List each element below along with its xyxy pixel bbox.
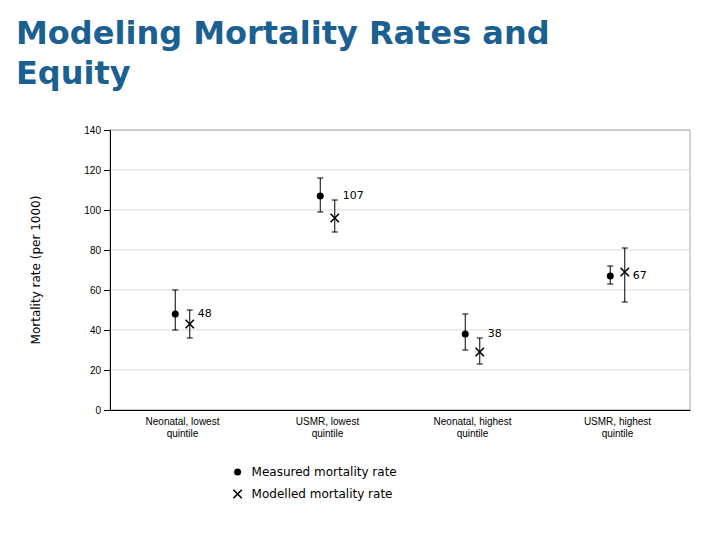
y-axis-line (104, 131, 111, 411)
y-tick: 60 (90, 285, 110, 296)
point (172, 311, 179, 318)
legend-item: Modelled mortality rate (233, 487, 392, 501)
point (331, 214, 339, 222)
y-tick-label: 40 (90, 325, 102, 336)
y-tick-mark (104, 250, 110, 251)
title: Modeling Mortality Rates andEquity (16, 14, 550, 92)
grid-line (110, 330, 690, 331)
x-tick: Neonatal, lowestquintile (146, 416, 220, 439)
y-tick: 120 (84, 165, 110, 176)
data-label: 48 (198, 307, 212, 320)
y-tick-label: 120 (84, 165, 101, 176)
y-tick-mark (104, 130, 110, 131)
x-tick-label: Neonatal, lowestquintile (146, 416, 220, 439)
x-tick: Neonatal, highestquintile (434, 416, 512, 439)
point (186, 320, 194, 328)
grid-line (110, 170, 690, 171)
legend-symbol (234, 469, 241, 476)
grid (110, 130, 690, 410)
y-tick: 100 (84, 205, 110, 216)
grid-line (110, 210, 690, 211)
point (317, 193, 324, 200)
error-bar (462, 314, 468, 350)
chart: Modeling Mortality Rates andEquity 0 20 40 6… (0, 0, 720, 540)
y-tick-mark (104, 290, 110, 291)
y-tick-mark (104, 410, 110, 411)
legend-symbol (233, 490, 241, 498)
y-tick: 20 (90, 365, 110, 376)
y-axis-title: Mortality rate (per 1000) (29, 196, 43, 345)
y-tick-mark (104, 210, 110, 211)
x-tick-label: USMR, highestquintile (584, 416, 651, 439)
x-tick: USMR, highestquintile (584, 416, 651, 439)
point (462, 331, 469, 338)
x-tick-label: Neonatal, highestquintile (434, 416, 512, 439)
marks (172, 178, 629, 364)
x-tick-label: USMR, lowestquintile (296, 416, 360, 439)
y-tick-label: 140 (84, 125, 101, 136)
series (172, 178, 614, 350)
y-tick: 140 (84, 125, 110, 136)
grid-line (110, 290, 690, 291)
y-tick-mark (104, 370, 110, 371)
y-tick-label: 60 (90, 285, 102, 296)
series (186, 200, 629, 364)
data-label: 38 (488, 327, 502, 340)
data-label: 107 (343, 189, 364, 202)
y-tick-label: 80 (90, 245, 102, 256)
legend-label: Measured mortality rate (252, 465, 397, 479)
y-tick-label: 0 (95, 405, 101, 416)
y-tick-label: 100 (84, 205, 101, 216)
plot: 0 20 40 60 80 100 120 140 Neonatal, lowestquinti… (84, 125, 690, 439)
y-tick: 40 (90, 325, 110, 336)
y-tick: 80 (90, 245, 110, 256)
point (621, 268, 629, 276)
data-labels: 48 107 38 67 (198, 189, 647, 340)
data-label: 67 (633, 269, 647, 282)
legend-item: Measured mortality rate (234, 465, 397, 479)
x-axis-line (111, 410, 691, 411)
legend: Measured mortality rate Modelled mortalit… (233, 465, 396, 501)
y-tick: 0 (95, 405, 110, 416)
point (476, 348, 484, 356)
point (607, 273, 614, 280)
grid-line (110, 370, 690, 371)
y-tick-mark (104, 330, 110, 331)
grid-line (110, 250, 690, 251)
error-bar (172, 290, 178, 330)
plot-frame (110, 130, 690, 410)
y-tick-label: 20 (90, 365, 102, 376)
y-tick-mark (104, 170, 110, 171)
legend-label: Modelled mortality rate (252, 487, 393, 501)
x-axis: Neonatal, lowestquintile USMR, lowestquin… (111, 411, 691, 440)
x-tick: USMR, lowestquintile (296, 416, 360, 439)
error-bar (317, 178, 323, 212)
error-bar (607, 266, 613, 284)
y-axis: 0 20 40 60 80 100 120 140 (84, 125, 110, 416)
